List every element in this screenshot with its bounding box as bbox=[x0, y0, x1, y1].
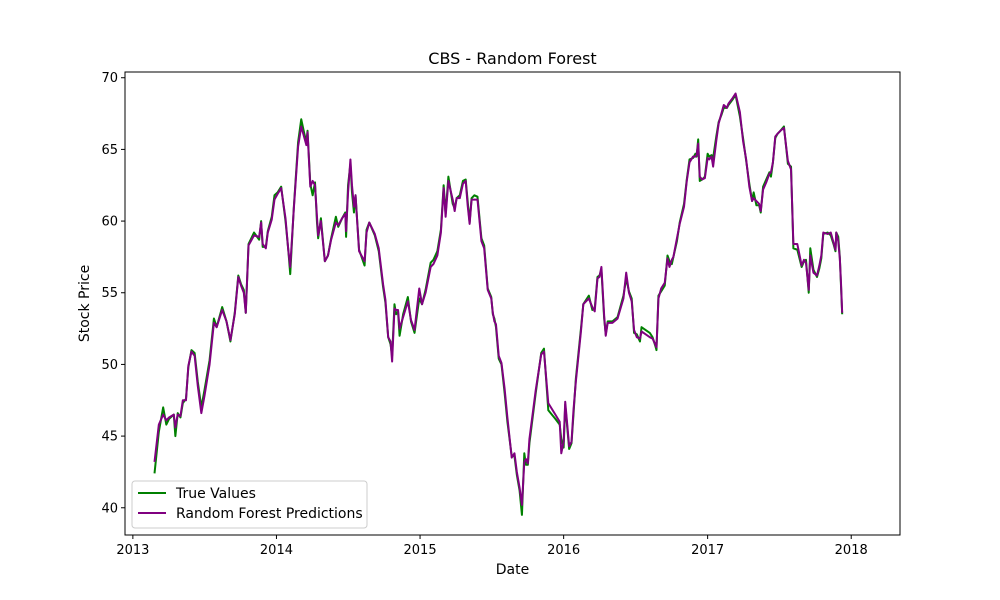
x-axis-title: Date bbox=[496, 562, 529, 578]
legend-box bbox=[131, 480, 368, 529]
y-tick-label: 55 bbox=[101, 286, 118, 301]
x-tick-label: 2015 bbox=[404, 543, 437, 558]
x-tick-label: 2016 bbox=[547, 543, 580, 558]
x-tick-label: 2017 bbox=[691, 543, 724, 558]
plot-frame bbox=[124, 71, 901, 536]
plot-area bbox=[153, 92, 844, 516]
y-axis-title: Stock Price bbox=[77, 265, 93, 342]
y-tick-label: 65 bbox=[101, 143, 118, 158]
y-tick-label: 60 bbox=[101, 215, 118, 230]
y-tick-label: 45 bbox=[101, 430, 118, 445]
y-tick-label: 50 bbox=[101, 358, 118, 373]
legend-label-random-forest-predictions: Random Forest Predictions bbox=[176, 506, 363, 522]
series-line-random-forest-predictions bbox=[153, 92, 844, 506]
legend-label-true-values: True Values bbox=[175, 486, 256, 502]
chart-title: CBS - Random Forest bbox=[428, 49, 596, 68]
x-tick-label: 2018 bbox=[835, 543, 868, 558]
x-axis: 2013 2014 2015 2016 2017 2018 bbox=[116, 535, 868, 558]
y-axis: 40 45 50 55 60 65 70 bbox=[101, 71, 125, 516]
x-tick-label: 2014 bbox=[260, 543, 293, 558]
y-tick-label: 70 bbox=[101, 71, 118, 86]
x-tick-label: 2013 bbox=[116, 543, 149, 558]
legend: True Values Random Forest Predictions bbox=[131, 480, 368, 529]
y-tick-label: 40 bbox=[101, 501, 118, 516]
